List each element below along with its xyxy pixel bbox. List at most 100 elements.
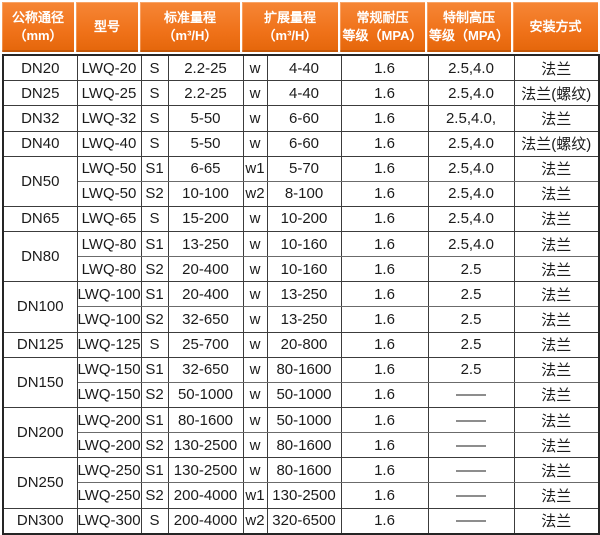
cell-install-method: 法兰 [513,356,600,383]
table-row: DN32 LWQ-32 S 5-50 w 6-60 1.6 2.5,4.0, 法兰 [2,105,600,132]
header-line: 公称通径 [11,10,64,26]
cell-model: LWQ-100 [76,281,142,308]
spec-table-body: DN20 LWQ-20 S 2.2-25 w 4-40 1.6 2.5,4.0 法兰 DN25 LW… [2,54,600,535]
cell-high-pressure-rating: 2.5 [427,331,515,358]
cell-standard-range: 32-650 [167,356,244,383]
cell-range-code: S [140,205,169,233]
cell-model: LWQ-200 [76,407,142,434]
cell-install-method: 法兰 [513,180,600,207]
cell-ext-range-code: w2 [242,180,268,207]
cell-range-code: S1 [140,407,169,434]
cell-high-pressure-rating: 2.5,4.0 [427,205,515,233]
cell-ext-range-code: w1 [242,482,268,509]
cell-nominal-diameter: DN80 [2,231,78,283]
cell-high-pressure-rating: 2.5,4.0 [427,180,515,207]
cell-install-method: 法兰 [513,205,600,233]
cell-model: LWQ-40 [76,130,142,157]
cell-standard-range: 6-65 [167,155,244,182]
cell-ext-range-code: w [242,381,268,409]
cell-model: LWQ-200 [76,432,142,459]
table-header: 公称通径 （mm） 型号 标准量程 （m³/H） 扩展量程 （m³/H） 常规耐… [2,2,598,52]
cell-model: LWQ-125 [76,331,142,358]
table-row: DN50 LWQ-50 S1 6-65 w1 5-70 1.6 2.5,4.0 法兰 [2,155,600,207]
cell-extended-range: 80-1600 [266,432,342,459]
cell-extended-range: 8-100 [266,180,342,207]
header-normal-pressure: 常规耐压 等级（MPA） [340,2,427,52]
cell-install-method: 法兰(螺纹) [513,80,600,107]
table-row: DN65 LWQ-65 S 15-200 w 10-200 1.6 2.5,4.0 法兰 [2,205,600,233]
cell-ext-range-code: w [242,306,268,333]
cell-pressure-rating: 1.6 [340,356,429,383]
cell-pressure-rating: 1.6 [340,105,429,132]
cell-pressure-rating: 1.6 [340,306,429,333]
cell-standard-range: 5-50 [167,105,244,132]
cell-pressure-rating: 1.6 [340,507,429,535]
cell-extended-range: 50-1000 [266,381,342,409]
cell-high-pressure-rating: —— [427,457,515,484]
cell-extended-range: 50-1000 [266,407,342,434]
cell-model: LWQ-50 [76,180,142,207]
cell-high-pressure-rating: 2.5 [427,306,515,333]
spec-table: DN20 LWQ-20 S 2.2-25 w 4-40 1.6 2.5,4.0 法兰 DN25 LW… [2,54,600,535]
cell-extended-range: 4-40 [266,54,342,82]
header-line: 安装方式 [529,19,582,35]
cell-nominal-diameter: DN125 [2,331,78,358]
table-row: LWQ-50 S2 10-100 w2 8-100 1.6 2.5,4.0 法兰 [3,180,600,207]
cell-range-code: S1 [140,281,169,308]
header-line: （m³/H） [162,28,218,43]
cell-install-method: 法兰 [513,281,600,308]
cell-range-code: S [140,331,169,358]
table-row: LWQ-100 S2 32-650 w 13-250 1.6 2.5 法兰 [3,306,600,333]
header-install-method: 安装方式 [513,2,598,52]
cell-ext-range-code: w [242,105,268,132]
cell-high-pressure-rating: 2.5,4.0 [427,155,515,182]
header-line: 标准量程 [163,10,216,26]
cell-nominal-diameter: DN150 [2,356,78,409]
cell-range-code: S2 [140,432,169,459]
cell-model: LWQ-250 [76,482,142,509]
cell-range-code: S1 [140,356,169,383]
table-row: DN150 LWQ-150 S1 32-650 w 80-1600 1.6 2.5 法兰 [2,356,600,409]
cell-pressure-rating: 1.6 [340,407,429,434]
cell-nominal-diameter: DN25 [2,80,78,107]
cell-range-code: S1 [140,231,169,258]
cell-standard-range: 32-650 [167,306,244,333]
table-row: DN200 LWQ-200 S1 80-1600 w 50-1000 1.6 —— 法兰 [2,407,600,459]
cell-standard-range: 20-400 [167,256,244,283]
cell-install-method: 法兰 [513,457,600,484]
cell-nominal-diameter: DN65 [2,205,78,233]
cell-standard-range: 15-200 [167,205,244,233]
header-extended-range: 扩展量程 （m³/H） [242,2,340,52]
header-high-pressure: 特制高压 等级（MPA） [427,2,513,52]
cell-install-method: 法兰 [513,256,600,283]
cell-standard-range: 130-2500 [167,432,244,459]
cell-install-method: 法兰 [513,331,600,358]
cell-high-pressure-rating: —— [427,407,515,434]
header-line: （m³/H） [262,28,318,43]
cell-range-code: S2 [140,381,169,409]
cell-range-code: S2 [140,482,169,509]
header-line: 等级（MPA） [429,28,509,43]
cell-model: LWQ-100 [76,306,142,333]
cell-model: LWQ-150 [76,381,142,409]
cell-extended-range: 6-60 [266,105,342,132]
cell-ext-range-code: w [242,54,268,82]
table-row: DN40 LWQ-40 S 5-50 w 6-60 1.6 2.5,4.0 法兰(螺纹) [2,130,600,157]
cell-model: LWQ-250 [76,457,142,484]
cell-install-method: 法兰(螺纹) [513,130,600,157]
table-row: LWQ-150 S2 50-1000 w 50-1000 1.6 —— 法兰 [3,381,600,409]
cell-extended-range: 4-40 [266,80,342,107]
cell-extended-range: 320-6500 [266,507,342,535]
cell-high-pressure-rating: 2.5 [427,281,515,308]
cell-pressure-rating: 1.6 [340,130,429,157]
cell-ext-range-code: w1 [242,155,268,182]
cell-install-method: 法兰 [513,54,600,82]
cell-extended-range: 6-60 [266,130,342,157]
cell-high-pressure-rating: —— [427,507,515,535]
cell-pressure-rating: 1.6 [340,281,429,308]
cell-nominal-diameter: DN50 [2,155,78,207]
cell-ext-range-code: w [242,281,268,308]
cell-range-code: S2 [140,256,169,283]
table-row: DN100 LWQ-100 S1 20-400 w 13-250 1.6 2.5 法兰 [2,281,600,333]
